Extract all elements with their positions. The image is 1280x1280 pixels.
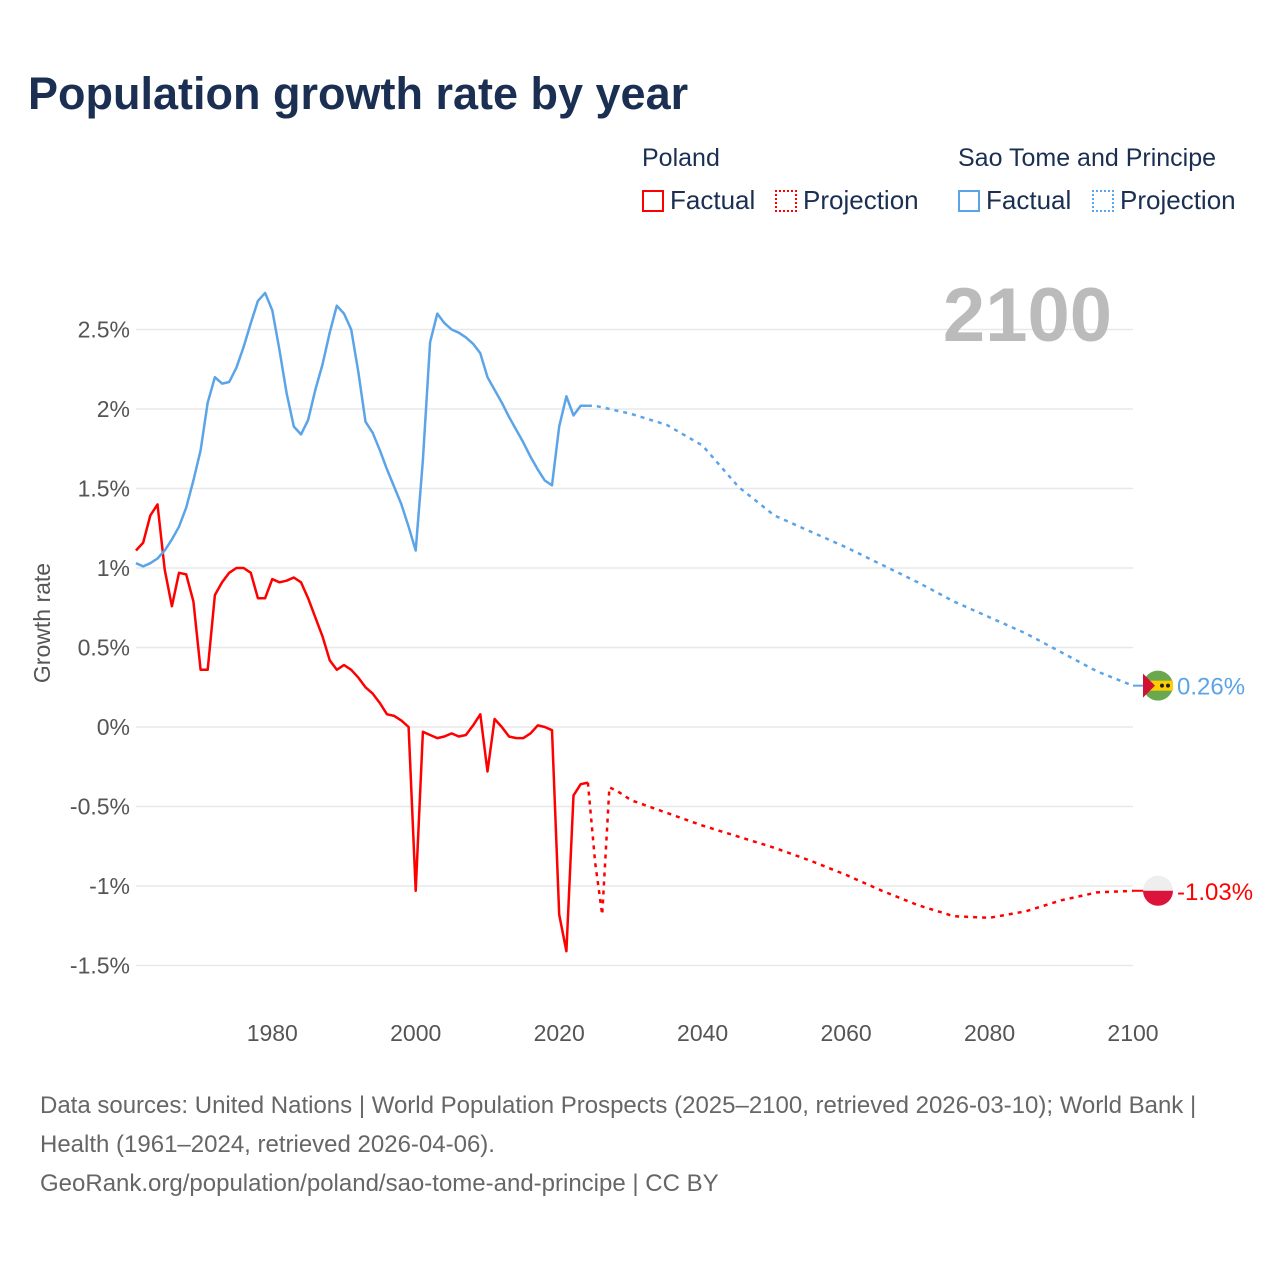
y-tick-label: -0.5%	[70, 794, 130, 820]
legend-label: Projection	[1120, 185, 1236, 215]
x-tick-label: 1980	[247, 1020, 298, 1046]
flag-poland-icon-lower	[1143, 890, 1173, 906]
y-tick-label: 1.5%	[78, 476, 130, 502]
y-tick-label: 2%	[97, 396, 130, 422]
x-tick-label: 2000	[390, 1020, 441, 1046]
legend-poland-factual[interactable]: Factual	[642, 185, 755, 216]
y-tick-label: 0%	[97, 714, 130, 740]
y-axis-label: Growth rate	[29, 563, 55, 683]
current-year-label: 2100	[942, 273, 1112, 358]
x-tick-label: 2100	[1107, 1020, 1158, 1046]
x-tick-label: 2040	[677, 1020, 728, 1046]
y-tick-label: 0.5%	[78, 635, 130, 661]
legend-swatch-solid	[958, 189, 980, 212]
legend-stp-projection[interactable]: Projection	[1092, 185, 1236, 216]
legend-poland-title: Poland	[642, 144, 720, 172]
end-value-label: -1.03%	[1177, 879, 1253, 906]
x-tick-label: 2020	[534, 1020, 585, 1046]
footer: Data sources: United Nations | World Pop…	[40, 1086, 1240, 1203]
series-line-projection	[586, 782, 1134, 920]
x-tick-label: 2080	[964, 1020, 1015, 1046]
flag-poland-icon	[1143, 875, 1173, 891]
data-sources: Data sources: United Nations | World Pop…	[40, 1092, 1197, 1158]
legend-swatch-solid	[642, 189, 664, 212]
legend-stp-title: Sao Tome and Principe	[958, 144, 1217, 172]
legend-poland-projection[interactable]: Projection	[775, 185, 919, 216]
flag-star	[1166, 683, 1170, 688]
series-line-factual	[135, 503, 589, 953]
legend-stp-factual[interactable]: Factual	[958, 185, 1071, 216]
y-tick-label: 2.5%	[78, 317, 130, 343]
flag-stripe	[1143, 680, 1173, 691]
y-tick-label: 1%	[97, 555, 130, 581]
legend-label: Factual	[986, 185, 1072, 215]
chart-title: Population growth rate by year	[28, 68, 689, 119]
series-line-factual	[135, 291, 588, 568]
legend-swatch-dotted	[1092, 189, 1114, 212]
legend-label: Factual	[670, 185, 756, 215]
legend-swatch-dotted	[775, 189, 797, 212]
flag-star	[1160, 683, 1164, 688]
series-line-projection	[587, 404, 1134, 687]
y-tick-label: -1.5%	[70, 953, 130, 979]
y-tick-label: -1%	[89, 873, 130, 899]
x-tick-label: 2060	[821, 1020, 872, 1046]
source-link[interactable]: GeoRank.org/population/poland/sao-tome-a…	[40, 1170, 719, 1197]
flag-triangle	[1143, 673, 1155, 698]
end-value-label: 0.26%	[1177, 674, 1245, 701]
legend-label: Projection	[803, 185, 919, 215]
